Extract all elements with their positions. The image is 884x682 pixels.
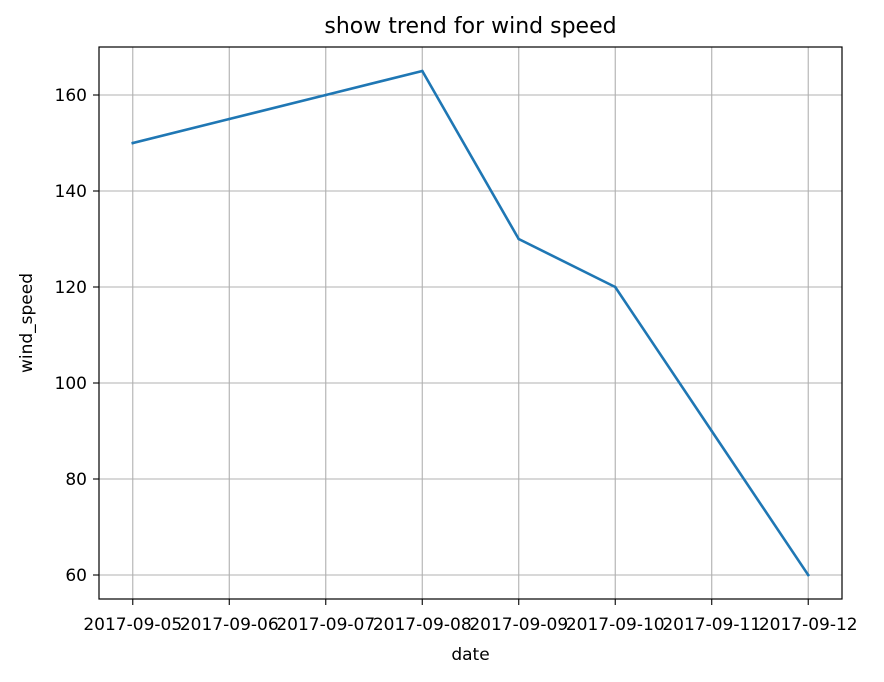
x-tick-label: 2017-09-12 (759, 615, 858, 635)
plot-area-frame (98, 46, 843, 600)
y-tick-label: 60 (65, 566, 87, 586)
x-axis-label: date (451, 645, 489, 665)
data-point (517, 237, 521, 241)
chart-title: show trend for wind speed (324, 14, 616, 39)
y-tick-label: 140 (55, 182, 87, 202)
y-tick-label: 100 (55, 374, 87, 394)
x-tick-label: 2017-09-07 (276, 615, 375, 635)
data-point (420, 69, 424, 73)
data-point (806, 573, 810, 577)
wind-speed-series-line (131, 69, 811, 577)
x-tick-label: 2017-09-05 (83, 615, 182, 635)
grid-lines (99, 47, 842, 599)
axis-ticks: 2017-09-052017-09-062017-09-072017-09-08… (55, 86, 858, 635)
data-point (613, 285, 617, 289)
y-tick-label: 120 (55, 278, 87, 298)
y-tick-label: 160 (55, 86, 87, 106)
y-axis-label: wind_speed (17, 273, 37, 373)
data-point (710, 429, 714, 433)
data-point (324, 93, 328, 97)
x-tick-label: 2017-09-11 (662, 615, 761, 635)
series-lines (131, 69, 811, 577)
y-tick-label: 80 (65, 470, 87, 490)
x-tick-label: 2017-09-08 (373, 615, 472, 635)
data-point (227, 117, 231, 121)
x-tick-label: 2017-09-06 (180, 615, 279, 635)
data-point (131, 141, 135, 145)
x-tick-label: 2017-09-09 (469, 615, 568, 635)
x-tick-label: 2017-09-10 (566, 615, 665, 635)
